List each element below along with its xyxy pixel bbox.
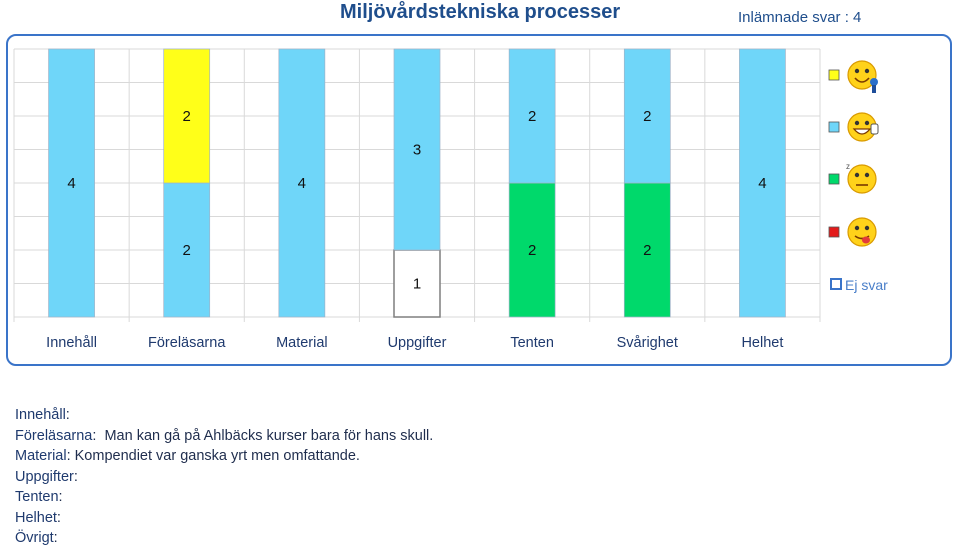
bar-value-label: 2 — [643, 242, 651, 259]
legend-label-no-answer: Ej svar — [845, 277, 888, 293]
bar-value-label: 3 — [413, 142, 421, 159]
smiley-eye — [854, 120, 860, 126]
comment-label: Tenten — [15, 489, 59, 505]
comment-ovrigt: Övrigt: — [15, 528, 433, 549]
comment-separator: : — [65, 407, 70, 423]
comment-forelasarna: Föreläsarna: Man kan gå på Ahlbäcks kurs… — [15, 426, 433, 447]
bar-segment — [508, 48, 556, 184]
bar-segment — [163, 48, 211, 184]
smiley-eye — [854, 225, 860, 231]
bar-value-label: 4 — [67, 175, 75, 192]
legend-swatch — [828, 226, 840, 238]
page-title: Miljövårdstekniska processer — [340, 1, 621, 23]
comment-separator: : — [92, 427, 97, 444]
bar-segment — [508, 182, 556, 318]
tongue-icon — [862, 236, 870, 244]
comment-label: Föreläsarna — [15, 427, 93, 444]
neutral-smiley-icon — [847, 164, 877, 194]
comments-section: Innehåll: Föreläsarna: Man kan gå på Ahl… — [15, 405, 433, 549]
bar-value-label: 2 — [528, 242, 536, 259]
bar-value-label: 2 — [528, 108, 536, 125]
bar-segment — [163, 182, 211, 318]
sleep-icon: z — [846, 162, 850, 171]
bar-value-label: 2 — [643, 108, 651, 125]
bar-value-label: 2 — [183, 108, 191, 125]
comment-uppgifter: Uppgifter: — [15, 467, 433, 488]
comment-label: Innehåll — [15, 407, 66, 423]
smiley-eye — [854, 172, 860, 178]
category-label: Tenten — [510, 335, 554, 351]
comment-label: Övrigt — [15, 530, 54, 546]
bar-segment — [623, 182, 671, 318]
bar-value-label: 2 — [183, 242, 191, 259]
category-label: Svårighet — [617, 335, 678, 351]
thumbs-up-icon — [870, 123, 879, 135]
bar-segment — [623, 48, 671, 184]
comment-separator: : — [58, 489, 63, 505]
legend-swatch-no-answer — [830, 278, 842, 290]
comment-separator: : — [56, 509, 61, 526]
comment-separator: : — [73, 468, 78, 485]
submitted-count: Inlämnade svar : 4 — [738, 9, 862, 26]
bar-segment — [393, 48, 441, 251]
legend-swatch — [828, 69, 840, 81]
comment-material: Material: Kompendiet var ganska yrt men … — [15, 446, 433, 467]
category-label: Uppgifter — [388, 335, 447, 351]
happy-medal-smiley-icon — [847, 60, 877, 90]
comment-separator: : — [53, 530, 58, 546]
medal-icon — [870, 78, 878, 86]
smiley-mouth — [852, 128, 872, 135]
comment-helhet: Helhet: — [15, 508, 433, 529]
comment-text: Kompendiet var ganska yrt men omfattande… — [70, 448, 360, 464]
comment-separator: : — [66, 448, 71, 464]
smiley-eye — [864, 120, 870, 126]
smiley-eye — [854, 68, 860, 74]
bar-segment — [48, 48, 95, 318]
bar-value-label: 1 — [413, 276, 421, 293]
bar-segment — [739, 48, 786, 318]
comment-innehall: Innehåll: — [15, 405, 433, 426]
bar-value-label: 4 — [758, 175, 766, 192]
comment-tenten: Tenten: — [15, 487, 433, 508]
smiley-mouth — [854, 77, 870, 83]
smiley-eye — [864, 68, 870, 74]
smiley-eye — [864, 172, 870, 178]
smiley-mouth — [854, 235, 870, 240]
comment-text: Man kan gå på Ahlbäcks kurser bara för h… — [96, 427, 434, 444]
comment-label: Uppgifter — [15, 468, 74, 485]
bar-value-label: 4 — [298, 175, 306, 192]
comment-label: Material — [15, 448, 67, 464]
legend-swatch — [828, 173, 840, 185]
category-label: Innehåll — [46, 335, 97, 351]
tongue-out-smiley-icon — [847, 217, 877, 247]
category-label: Material — [276, 335, 328, 351]
bar-segment — [278, 48, 326, 318]
legend-swatch — [828, 121, 840, 133]
stacked-bar-chart: 4 Innehåll 2 2 Föreläsarna 4 Material 1 3 Uppgift… — [13, 48, 888, 351]
medal-ribbon — [872, 85, 876, 93]
comment-label: Helhet — [15, 509, 57, 526]
category-label: Helhet — [741, 335, 783, 351]
category-label: Föreläsarna — [148, 335, 226, 351]
smiley-eye — [864, 225, 870, 231]
